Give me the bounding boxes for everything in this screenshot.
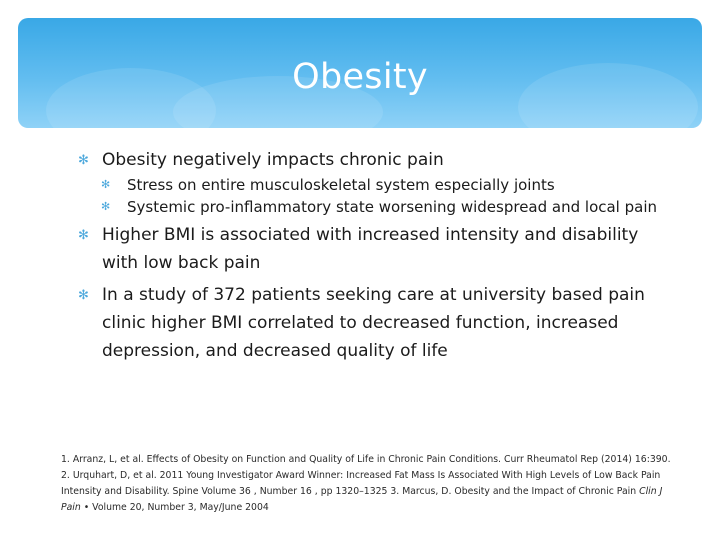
banner-cloud-decoration bbox=[518, 63, 698, 151]
reference-text: 1. Arranz, L, et al. Effects of Obesity … bbox=[61, 454, 671, 497]
bullet-list: ✻ Obesity negatively impacts chronic pai… bbox=[78, 146, 663, 365]
slide-title: Obesity bbox=[292, 57, 428, 97]
sub-bullet-item: ✻ Stress on entire musculoskeletal syste… bbox=[101, 174, 663, 196]
asterisk-bullet-icon: ✻ bbox=[101, 200, 111, 213]
bullet-text: In a study of 372 patients seeking care … bbox=[102, 285, 645, 361]
asterisk-bullet-icon: ✻ bbox=[78, 288, 89, 303]
asterisk-bullet-icon: ✻ bbox=[78, 228, 89, 243]
banner-cloud-decoration bbox=[173, 76, 383, 148]
sub-bullet-item: ✻ Systemic pro-inflammatory state worsen… bbox=[101, 196, 663, 218]
asterisk-bullet-icon: ✻ bbox=[78, 153, 89, 168]
asterisk-bullet-icon: ✻ bbox=[101, 178, 111, 191]
bullet-item: ✻ Higher BMI is associated with increase… bbox=[78, 221, 663, 277]
reference-journal: Clin J Pain bbox=[61, 486, 663, 513]
bullet-item: ✻ Obesity negatively impacts chronic pai… bbox=[78, 146, 663, 174]
reference-text: • Volume 20, Number 3, May/June 2004 bbox=[80, 502, 269, 513]
title-banner bbox=[18, 18, 702, 153]
sub-bullet-text: Systemic pro-inflammatory state worsenin… bbox=[127, 198, 658, 216]
sub-bullet-text: Stress on entire musculoskeletal system … bbox=[127, 176, 555, 194]
bullet-text: Obesity negatively impacts chronic pain bbox=[102, 150, 444, 170]
bullet-item: ✻ In a study of 372 patients seeking car… bbox=[78, 281, 663, 365]
bullet-text: Higher BMI is associated with increased … bbox=[102, 225, 639, 273]
references: 1. Arranz, L, et al. Effects of Obesity … bbox=[61, 452, 676, 516]
banner-cloud-decoration bbox=[46, 68, 216, 153]
